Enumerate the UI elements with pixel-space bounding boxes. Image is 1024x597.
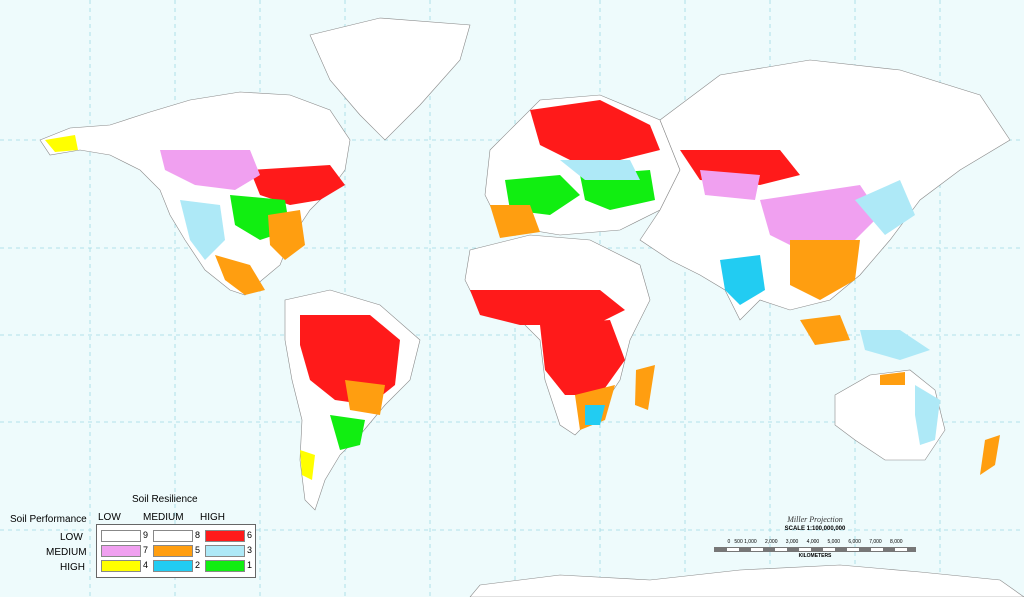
south-america (284, 289, 421, 511)
region-class-7 (760, 185, 880, 250)
region-class-5 (215, 255, 265, 295)
antarctica (469, 564, 1024, 597)
swatch-class-9 (101, 530, 141, 542)
region-class-4 (45, 135, 78, 152)
region-class-6 (540, 320, 625, 395)
legend-col-high: HIGH (200, 512, 225, 523)
swatch-class-5 (153, 545, 193, 557)
class-1-label: 1 (247, 560, 253, 570)
region-class-3 (860, 330, 930, 360)
swatch-class-2 (153, 560, 193, 572)
region-class-5 (790, 240, 860, 300)
region-class-3 (180, 200, 225, 260)
region-class-7 (160, 150, 260, 190)
region-class-4 (300, 450, 315, 480)
legend-col-medium: MEDIUM (143, 512, 184, 523)
swatch-class-4 (101, 560, 141, 572)
region-class-6 (250, 165, 345, 205)
region-class-6 (300, 315, 400, 405)
legend-row-low: LOW (60, 532, 83, 543)
class-3-label: 3 (247, 545, 253, 555)
class-8-label: 8 (195, 530, 201, 540)
region-class-6 (470, 290, 625, 325)
region-class-5 (490, 205, 540, 238)
region-class-2 (585, 405, 605, 425)
region-class-5 (880, 372, 905, 385)
region-class-5 (800, 315, 850, 345)
maritime-southeast-asia (800, 315, 930, 360)
region-class-5 (268, 210, 305, 260)
swatch-class-7 (101, 545, 141, 557)
class-5-label: 5 (195, 545, 201, 555)
projection-label: Miller Projection (787, 515, 843, 524)
swatch-class-6 (205, 530, 245, 542)
region-class-5 (345, 380, 385, 415)
region-class-1 (330, 415, 365, 450)
australia (834, 369, 946, 461)
class-2-label: 2 (195, 560, 201, 570)
scale-ticks: 0 500 1,000 2,000 3,000 4,000 5,000 6,00… (727, 539, 903, 545)
swatch-class-8 (153, 530, 193, 542)
scale-ratio: SCALE 1:100,000,000 (784, 526, 846, 532)
region-class-7 (700, 170, 760, 200)
new-zealand (980, 435, 1000, 475)
legend-row-high: HIGH (60, 562, 85, 573)
scale-block: Miller Projection SCALE 1:100,000,000 0 … (700, 515, 930, 565)
class-7-label: 7 (143, 545, 149, 555)
legend-title: Soil Resilience (132, 494, 198, 505)
class-4-label: 4 (143, 560, 149, 570)
class-9-label: 9 (143, 530, 149, 540)
europe (484, 94, 681, 238)
region-class-3 (560, 160, 640, 180)
north-america (39, 91, 351, 296)
region-class-3 (915, 385, 940, 445)
region-class-6 (530, 100, 660, 160)
swatch-class-1 (205, 560, 245, 572)
region-class-5 (635, 365, 655, 410)
legend-row-medium: MEDIUM (46, 547, 87, 558)
africa (464, 234, 655, 436)
class-6-label: 6 (247, 530, 253, 540)
legend: Soil Resilience Soil Performance LOW MED… (8, 494, 258, 586)
greenland (309, 17, 471, 141)
legend-swatch-grid: 9 8 6 7 5 3 4 2 1 (96, 524, 256, 578)
legend-row-title: Soil Performance (10, 514, 87, 525)
scale-bar (714, 547, 916, 552)
region-class-3 (855, 180, 915, 235)
asia (639, 59, 1011, 321)
swatch-class-3 (205, 545, 245, 557)
scale-unit: KILOMETERS (798, 553, 832, 559)
legend-col-low: LOW (98, 512, 121, 523)
region-class-2 (720, 255, 765, 305)
